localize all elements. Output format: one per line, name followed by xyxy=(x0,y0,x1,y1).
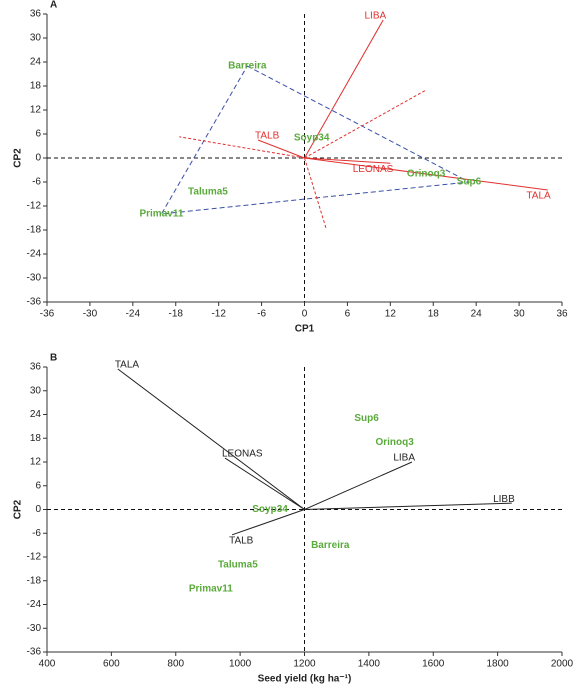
y-tick-label: -30 xyxy=(27,623,42,634)
x-tick-label: -6 xyxy=(257,309,266,320)
genotype-label: Barreira xyxy=(228,61,267,72)
genotype-label: Taluma5 xyxy=(188,187,228,198)
vector xyxy=(231,509,305,536)
x-tick-label: 12 xyxy=(385,309,397,320)
y-axis-title: CP2 xyxy=(13,148,24,168)
genotype-label: Soyp34 xyxy=(294,133,330,144)
y-tick-label: 6 xyxy=(35,129,41,140)
genotype-label: Barreira xyxy=(311,540,350,551)
y-tick-label: 24 xyxy=(30,57,42,68)
vector xyxy=(304,502,512,510)
vector-label: TALA xyxy=(526,191,551,202)
y-tick-label: 24 xyxy=(30,409,42,420)
vector-label: LEONAS xyxy=(222,449,263,460)
vector-label: TALB xyxy=(229,535,254,546)
x-tick-label: 6 xyxy=(345,309,351,320)
y-tick-label: -30 xyxy=(27,273,42,284)
x-tick-label: -24 xyxy=(126,309,141,320)
x-tick-label: 0 xyxy=(302,309,308,320)
x-tick-label: 1400 xyxy=(358,659,381,670)
y-tick-label: -18 xyxy=(27,575,42,586)
y-tick-label: -24 xyxy=(27,249,42,260)
x-tick-label: -36 xyxy=(40,309,55,320)
x-tick-label: 30 xyxy=(514,309,526,320)
sector-line xyxy=(179,136,305,159)
sector-line xyxy=(304,89,427,159)
y-tick-label: -12 xyxy=(27,201,42,212)
y-axis-title: CP2 xyxy=(13,499,24,519)
vector xyxy=(304,157,548,191)
x-axis-title: CP1 xyxy=(295,324,315,335)
genotype-label: Soyp34 xyxy=(252,504,288,515)
genotype-label: Taluma5 xyxy=(218,560,258,571)
vector xyxy=(257,139,305,159)
y-tick-label: -18 xyxy=(27,225,42,236)
y-tick-label: -6 xyxy=(32,528,41,539)
x-tick-label: -12 xyxy=(211,309,226,320)
x-tick-label: 36 xyxy=(556,309,568,320)
x-tick-label: -18 xyxy=(169,309,184,320)
vector xyxy=(224,457,305,510)
vector xyxy=(117,368,305,510)
x-tick-label: 18 xyxy=(428,309,440,320)
vector xyxy=(304,157,391,164)
y-tick-label: 0 xyxy=(35,153,41,164)
vector xyxy=(304,19,384,159)
y-tick-label: 12 xyxy=(30,105,42,116)
x-tick-label: 2000 xyxy=(551,659,574,670)
vector-label: LIBA xyxy=(364,11,386,22)
y-tick-label: -36 xyxy=(27,647,42,658)
x-tick-label: 400 xyxy=(39,659,56,670)
sector-line xyxy=(304,157,327,229)
x-tick-label: 1800 xyxy=(487,659,510,670)
genotype-label: Sup6 xyxy=(354,413,379,424)
genotype-label: Orinoq3 xyxy=(375,437,414,448)
y-tick-label: 36 xyxy=(30,9,42,20)
x-tick-label: 24 xyxy=(471,309,483,320)
y-tick-label: -36 xyxy=(27,297,42,308)
x-tick-label: -30 xyxy=(83,309,98,320)
y-tick-label: 36 xyxy=(30,362,42,373)
y-tick-label: 18 xyxy=(30,81,42,92)
x-tick-label: 800 xyxy=(167,659,184,670)
vector-label: TALA xyxy=(115,360,140,371)
x-axis-title: Seed yield (kg ha⁻¹) xyxy=(258,674,352,685)
y-tick-label: -12 xyxy=(27,552,42,563)
convex-hull xyxy=(160,65,471,215)
panel-label: B xyxy=(50,353,57,364)
y-tick-label: 0 xyxy=(35,504,41,515)
genotype-label: Primav11 xyxy=(189,583,233,594)
x-tick-label: 1600 xyxy=(422,659,445,670)
y-tick-label: 18 xyxy=(30,433,42,444)
genotype-label: Primav11 xyxy=(139,209,183,220)
vector-label: TALB xyxy=(255,131,280,142)
vector-label: LIBA xyxy=(393,453,415,464)
vector-label: LIBB xyxy=(493,494,515,505)
x-tick-label: 1200 xyxy=(293,659,316,670)
y-tick-label: -24 xyxy=(27,599,42,610)
y-tick-label: 6 xyxy=(35,480,41,491)
y-tick-label: 30 xyxy=(30,385,42,396)
y-tick-label: -6 xyxy=(32,177,41,188)
y-tick-label: 30 xyxy=(30,33,42,44)
vector-label: LEONAS xyxy=(353,164,394,175)
vector xyxy=(304,461,413,510)
x-tick-label: 600 xyxy=(103,659,120,670)
panel-label: A xyxy=(50,0,57,11)
genotype-label: Sup6 xyxy=(457,177,482,188)
x-tick-label: 1000 xyxy=(229,659,252,670)
y-tick-label: 12 xyxy=(30,457,42,468)
genotype-label: Orinoq3 xyxy=(407,169,446,180)
